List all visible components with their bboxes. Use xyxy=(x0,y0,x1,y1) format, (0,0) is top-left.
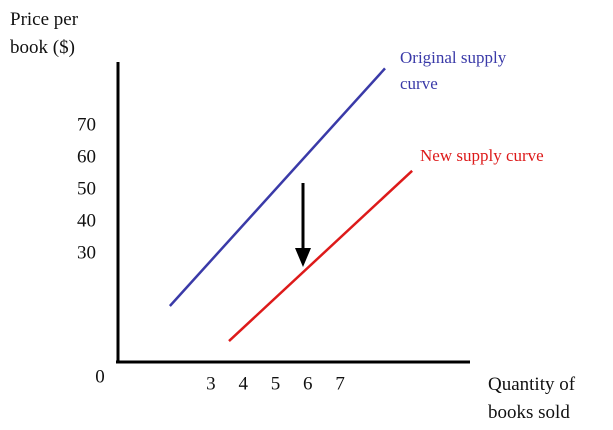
legend-entry: New supply curve xyxy=(420,146,544,165)
y-axis-label: Price per book ($) xyxy=(10,9,79,58)
y-tick-label: 50 xyxy=(77,178,96,199)
x-tick-label: 6 xyxy=(303,373,313,394)
legend-entry: Original supply curve xyxy=(400,48,507,93)
supply-line xyxy=(168,67,386,307)
x-tick-label: 4 xyxy=(238,373,248,394)
shift-arrowhead xyxy=(295,248,311,267)
x-tick-label: 5 xyxy=(271,373,281,394)
x-axis-label: Quantity of books sold xyxy=(488,374,576,423)
origin-label: 0 xyxy=(95,366,105,387)
y-tick-label: 60 xyxy=(77,146,96,167)
y-tick-label: 70 xyxy=(77,114,96,135)
x-tick-label: 7 xyxy=(335,373,345,394)
y-tick-label: 30 xyxy=(77,242,96,263)
supply-line xyxy=(228,169,413,342)
y-tick-label: 40 xyxy=(77,210,96,231)
x-tick-label: 3 xyxy=(206,373,216,394)
